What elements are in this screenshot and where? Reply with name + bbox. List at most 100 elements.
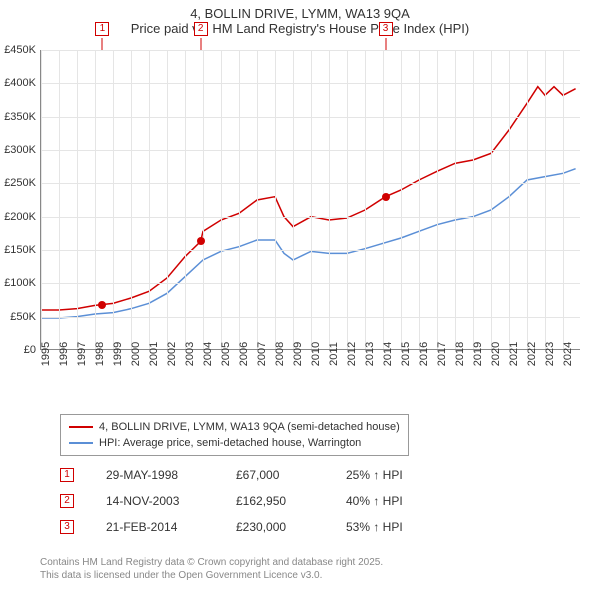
gridline-v: [149, 50, 150, 349]
x-tick-label: 2001: [148, 342, 160, 366]
gridline-v: [365, 50, 366, 349]
x-tick-label: 2002: [166, 342, 178, 366]
x-tick-label: 2007: [256, 342, 268, 366]
gridline-v: [167, 50, 168, 349]
x-tick-label: 2023: [544, 342, 556, 366]
annotation-number: 1: [60, 468, 74, 482]
legend-row: 4, BOLLIN DRIVE, LYMM, WA13 9QA (semi-de…: [69, 419, 400, 435]
x-tick-label: 2020: [490, 342, 502, 366]
x-tick-label: 2018: [454, 342, 466, 366]
annotation-price: £67,000: [236, 468, 346, 482]
x-tick-label: 2005: [220, 342, 232, 366]
gridline-v: [491, 50, 492, 349]
y-tick-label: £100K: [0, 277, 36, 289]
y-tick-label: £50K: [0, 311, 36, 323]
gridline-v: [329, 50, 330, 349]
gridline-v: [401, 50, 402, 349]
annotation-date: 14-NOV-2003: [106, 494, 236, 508]
gridline-v: [527, 50, 528, 349]
gridline-v: [347, 50, 348, 349]
gridline-v: [203, 50, 204, 349]
x-tick-label: 1996: [58, 342, 70, 366]
y-tick-label: £450K: [0, 44, 36, 56]
price-annotations: 1 29-MAY-1998£67,00025% ↑ HPI 2 14-NOV-2003…: [60, 462, 456, 540]
x-tick-label: 2016: [418, 342, 430, 366]
x-tick-label: 1997: [76, 342, 88, 366]
gridline-v: [239, 50, 240, 349]
x-tick-label: 1995: [40, 342, 52, 366]
marker-tick: [385, 38, 386, 50]
title-line1: 4, BOLLIN DRIVE, LYMM, WA13 9QA: [0, 6, 600, 21]
gridline-v: [563, 50, 564, 349]
x-tick-label: 2006: [238, 342, 250, 366]
legend: 4, BOLLIN DRIVE, LYMM, WA13 9QA (semi-de…: [60, 414, 409, 456]
footer-line1: Contains HM Land Registry data © Crown c…: [40, 556, 383, 569]
gridline-v: [221, 50, 222, 349]
x-tick-label: 1998: [94, 342, 106, 366]
legend-label: 4, BOLLIN DRIVE, LYMM, WA13 9QA (semi-de…: [99, 421, 400, 433]
marker-box: 1: [95, 22, 109, 36]
x-tick-label: 2024: [562, 342, 574, 366]
y-tick-label: £350K: [0, 111, 36, 123]
annotation-number: 2: [60, 494, 74, 508]
legend-swatch: [69, 426, 93, 428]
annotation-pct: 40% ↑ HPI: [346, 494, 456, 508]
legend-row: HPI: Average price, semi-detached house,…: [69, 435, 400, 451]
gridline-v: [95, 50, 96, 349]
legend-swatch: [69, 442, 93, 444]
x-tick-label: 2021: [508, 342, 520, 366]
chart: 123 £0£50K£100K£150K£200K£250K£300K£350K…: [40, 50, 580, 380]
annotation-date: 29-MAY-1998: [106, 468, 236, 482]
gridline-v: [113, 50, 114, 349]
y-tick-label: £400K: [0, 77, 36, 89]
x-tick-label: 2008: [274, 342, 286, 366]
x-tick-label: 1999: [112, 342, 124, 366]
annotation-date: 21-FEB-2014: [106, 520, 236, 534]
legend-label: HPI: Average price, semi-detached house,…: [99, 437, 361, 449]
annotation-price: £162,950: [236, 494, 346, 508]
x-tick-label: 2004: [202, 342, 214, 366]
annotation-row: 321-FEB-2014£230,00053% ↑ HPI: [60, 514, 456, 540]
x-tick-label: 2000: [130, 342, 142, 366]
gridline-v: [473, 50, 474, 349]
gridline-v: [311, 50, 312, 349]
gridline-v: [545, 50, 546, 349]
gridline-v: [293, 50, 294, 349]
footer-line2: This data is licensed under the Open Gov…: [40, 569, 383, 582]
gridline-v: [455, 50, 456, 349]
gridline-v: [77, 50, 78, 349]
y-tick-label: £250K: [0, 177, 36, 189]
x-tick-label: 2014: [382, 342, 394, 366]
annotation-row: 2 14-NOV-2003£162,95040% ↑ HPI: [60, 488, 456, 514]
y-tick-label: £150K: [0, 244, 36, 256]
marker-tick: [200, 38, 201, 50]
x-tick-label: 2015: [400, 342, 412, 366]
x-tick-label: 2011: [328, 342, 340, 366]
gridline-v: [59, 50, 60, 349]
gridline-v: [257, 50, 258, 349]
marker-box: 3: [379, 22, 393, 36]
gridline-v: [509, 50, 510, 349]
footer-attribution: Contains HM Land Registry data © Crown c…: [40, 556, 383, 582]
x-tick-label: 2022: [526, 342, 538, 366]
y-tick-label: £200K: [0, 211, 36, 223]
marker-dot: [197, 237, 205, 245]
gridline-v: [275, 50, 276, 349]
plot-area: 123: [40, 50, 580, 350]
gridline-v: [185, 50, 186, 349]
marker-tick: [102, 38, 103, 50]
y-tick-label: £0: [0, 344, 36, 356]
x-tick-label: 2017: [436, 342, 448, 366]
y-tick-label: £300K: [0, 144, 36, 156]
annotation-pct: 25% ↑ HPI: [346, 468, 456, 482]
annotation-number: 3: [60, 520, 74, 534]
gridline-v: [131, 50, 132, 349]
chart-title: 4, BOLLIN DRIVE, LYMM, WA13 9QA Price pa…: [0, 0, 600, 38]
gridline-v: [437, 50, 438, 349]
x-tick-label: 2010: [310, 342, 322, 366]
x-tick-label: 2009: [292, 342, 304, 366]
marker-dot: [98, 301, 106, 309]
x-tick-label: 2013: [364, 342, 376, 366]
series-line: [41, 87, 576, 310]
annotation-pct: 53% ↑ HPI: [346, 520, 456, 534]
